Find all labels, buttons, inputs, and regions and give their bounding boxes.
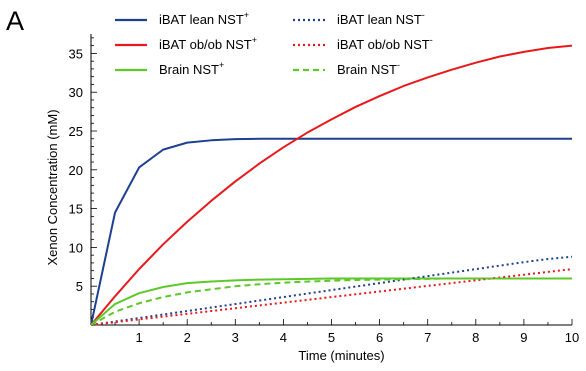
series-line-3	[90, 255, 573, 326]
axes: 1 2 3 4 5 6 7 8 9 10 5 10 15 20 25 30 35	[69, 34, 579, 345]
legend-label-0: iBAT lean NST+	[159, 10, 249, 27]
y-tick-label: 20	[69, 163, 83, 178]
x-tick-label: 9	[520, 330, 527, 345]
y-tick-label: 15	[69, 202, 83, 217]
legend-label-3: iBAT lean NST-	[337, 10, 425, 27]
x-tick-label: 4	[280, 330, 287, 345]
y-tick-label: 5	[76, 279, 83, 294]
x-tick-label: 2	[184, 330, 191, 345]
legend: iBAT lean NST+ iBAT ob/ob NST+ Brain NST+ i…	[115, 10, 433, 77]
x-tick-label: 8	[472, 330, 479, 345]
x-tick-label: 1	[135, 330, 142, 345]
series-line-2	[90, 277, 572, 326]
series-line-4	[90, 268, 573, 326]
legend-label-5: Brain NST-	[337, 60, 400, 77]
y-axis-title: Xenon Concentration (mM)	[45, 109, 60, 265]
panel-label: A	[6, 6, 25, 36]
series-line-0	[90, 137, 572, 326]
x-tick-label: 6	[376, 330, 383, 345]
y-tick-label: 25	[69, 124, 83, 139]
x-tick-label: 3	[232, 330, 239, 345]
series-line-1	[90, 44, 573, 326]
x-axis-title: Time (minutes)	[298, 348, 384, 363]
x-tick-label: 7	[424, 330, 431, 345]
series-layer	[90, 44, 573, 326]
x-tick-label: 10	[565, 330, 579, 345]
y-tick-label: 30	[69, 85, 83, 100]
x-tick-label: 5	[328, 330, 335, 345]
legend-label-4: iBAT ob/ob NST-	[337, 35, 433, 52]
series-line-5	[90, 277, 572, 326]
y-tick-label: 10	[69, 240, 83, 255]
legend-label-1: iBAT ob/ob NST+	[159, 35, 257, 52]
legend-label-2: Brain NST+	[159, 60, 224, 77]
y-tick-label: 35	[69, 46, 83, 61]
